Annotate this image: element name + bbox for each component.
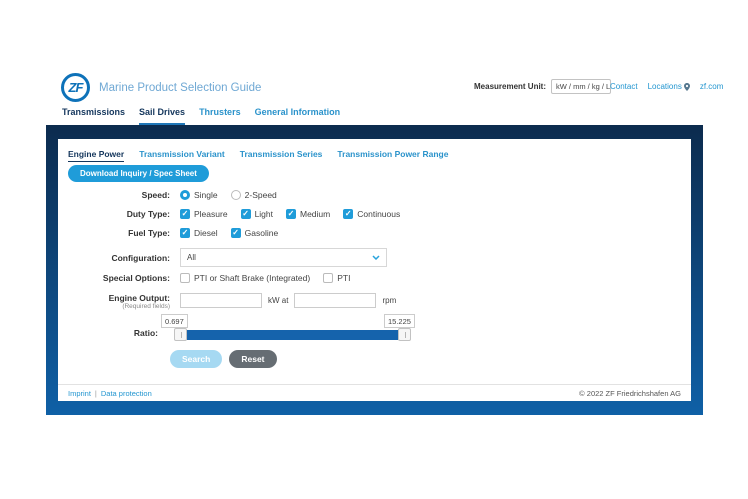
radio-2-speed-label: 2-Speed (244, 190, 277, 200)
engine-output-label: Engine Output: (Required fields) (68, 293, 170, 310)
checkbox-medium-icon[interactable]: ✓ (286, 209, 296, 219)
engine-rpm-unit: rpm (382, 296, 397, 305)
main-nav: Transmissions Sail Drives Thrusters Gene… (62, 107, 354, 125)
checkbox-continuous-label: Continuous (357, 209, 401, 219)
checkbox-continuous[interactable]: ✓ Continuous (343, 209, 400, 219)
fuel-type-row: Fuel Type: ✓ Diesel ✓ Gasoline (68, 228, 291, 238)
configuration-value: All (187, 253, 196, 262)
imprint-link[interactable]: Imprint (68, 388, 91, 398)
speed-label: Speed: (141, 190, 170, 200)
radio-single[interactable]: Single (180, 190, 218, 200)
radio-single-icon[interactable] (180, 190, 190, 200)
copyright-text: © 2022 ZF Friedrichshafen AG (579, 388, 681, 398)
measurement-unit-select[interactable]: kW / mm / kg / L (551, 79, 612, 94)
checkbox-light-label: Light (254, 209, 273, 219)
fuel-type-label: Fuel Type: (128, 228, 170, 238)
ratio-max-value[interactable]: 15.225 (384, 314, 415, 328)
footer-links: Imprint | Data protection (68, 389, 152, 398)
data-protection-link[interactable]: Data protection (100, 388, 152, 398)
tab-transmission-power-range[interactable]: Transmission Power Range (337, 149, 449, 159)
ratio-slider-left-handle[interactable] (174, 328, 187, 341)
hero-panel: Engine Power Transmission Variant Transm… (46, 125, 703, 415)
measurement-unit-value: kW / mm / kg / L (556, 82, 611, 91)
ratio-row: Ratio: (68, 328, 411, 341)
duty-type-row: Duty Type: ✓ Pleasure ✓ Light ✓ Medium (68, 209, 413, 219)
checkbox-pti-shaft-brake-icon[interactable] (180, 273, 190, 283)
footer-separator: | (94, 388, 97, 398)
page-title: Marine Product Selection Guide (99, 82, 262, 94)
ratio-min-value[interactable]: 0.697 (161, 314, 188, 328)
speed-row: Speed: Single 2-Speed (68, 190, 290, 200)
locations-link[interactable]: Locations (648, 82, 690, 91)
tab-transmission-series[interactable]: Transmission Series (239, 149, 323, 159)
zfcom-link[interactable]: zf.com (699, 82, 724, 91)
engine-power-unit: kW at (268, 296, 289, 305)
checkbox-diesel-icon[interactable]: ✓ (180, 228, 190, 238)
engine-output-label-text: Engine Output: (108, 293, 170, 303)
engine-output-sublabel: (Required fields) (122, 303, 170, 310)
zf-logo-text: ZF (68, 80, 84, 95)
nav-tab-transmissions[interactable]: Transmissions (62, 107, 126, 117)
checkbox-pti-shaft-brake-label: PTI or Shaft Brake (Integrated) (194, 273, 311, 283)
checkbox-continuous-icon[interactable]: ✓ (343, 209, 354, 219)
location-pin-icon (683, 82, 690, 91)
ratio-slider[interactable] (174, 328, 411, 341)
contact-link[interactable]: Contact (610, 82, 638, 91)
card-footer: Imprint | Data protection © 2022 ZF Frie… (58, 384, 691, 401)
reset-button[interactable]: Reset (229, 350, 277, 368)
radio-2-speed[interactable]: 2-Speed (230, 190, 277, 200)
checkbox-gasoline[interactable]: ✓ Gasoline (230, 228, 279, 238)
checkbox-light[interactable]: ✓ Light (240, 209, 273, 219)
zf-logo[interactable]: ZF (61, 73, 90, 102)
configuration-select[interactable]: All (180, 248, 387, 267)
download-inquiry-button[interactable]: Download Inquiry / Spec Sheet (68, 165, 209, 182)
special-options-label: Special Options: (102, 273, 170, 283)
header-links: Contact Locations zf.com (610, 82, 733, 91)
duty-type-label: Duty Type: (126, 209, 170, 219)
special-options-row: Special Options: PTI or Shaft Brake (Int… (68, 273, 363, 283)
nav-tab-sail-drives[interactable]: Sail Drives (139, 107, 186, 125)
chevron-down-icon (372, 255, 380, 260)
checkbox-light-icon[interactable]: ✓ (240, 209, 251, 219)
nav-tab-thrusters[interactable]: Thrusters (199, 107, 241, 117)
configuration-label: Configuration: (111, 252, 170, 263)
engine-power-input[interactable] (180, 293, 262, 308)
checkbox-gasoline-icon[interactable]: ✓ (230, 228, 241, 238)
tab-engine-power[interactable]: Engine Power (68, 149, 125, 162)
checkbox-gasoline-label: Gasoline (244, 228, 279, 238)
checkbox-pti-label: PTI (337, 273, 351, 283)
checkbox-medium[interactable]: ✓ Medium (286, 209, 330, 219)
checkbox-medium-label: Medium (300, 209, 331, 219)
checkbox-pti-shaft-brake[interactable]: PTI or Shaft Brake (Integrated) (180, 273, 310, 283)
ratio-slider-right-handle[interactable] (398, 328, 411, 341)
card-tabs: Engine Power Transmission Variant Transm… (68, 149, 463, 162)
locations-link-label: Locations (647, 82, 682, 91)
tab-transmission-variant[interactable]: Transmission Variant (139, 149, 225, 159)
checkbox-pleasure-label: Pleasure (194, 209, 228, 219)
radio-2-speed-icon[interactable] (230, 190, 241, 200)
engine-output-row: Engine Output: (Required fields) kW at r… (68, 293, 402, 310)
nav-tab-general-information[interactable]: General Information (254, 107, 341, 117)
checkbox-pti-icon[interactable] (323, 273, 334, 283)
checkbox-pti[interactable]: PTI (323, 273, 350, 283)
selection-card: Engine Power Transmission Variant Transm… (58, 139, 691, 401)
ratio-label: Ratio: (133, 328, 158, 338)
checkbox-diesel-label: Diesel (194, 228, 218, 238)
radio-single-label: Single (194, 190, 218, 200)
measurement-unit-label: Measurement Unit: (474, 82, 547, 91)
checkbox-pleasure-icon[interactable]: ✓ (180, 209, 190, 219)
search-button[interactable]: Search (170, 350, 223, 368)
checkbox-diesel[interactable]: ✓ Diesel (180, 228, 218, 238)
configuration-row: Configuration: All (68, 248, 387, 267)
ratio-slider-track[interactable] (187, 329, 398, 340)
engine-rpm-input[interactable] (294, 293, 377, 308)
action-buttons-row: Search Reset (170, 350, 277, 368)
checkbox-pleasure[interactable]: ✓ Pleasure (180, 209, 228, 219)
measurement-unit-row: Measurement Unit: kW / mm / kg / L (474, 79, 612, 94)
